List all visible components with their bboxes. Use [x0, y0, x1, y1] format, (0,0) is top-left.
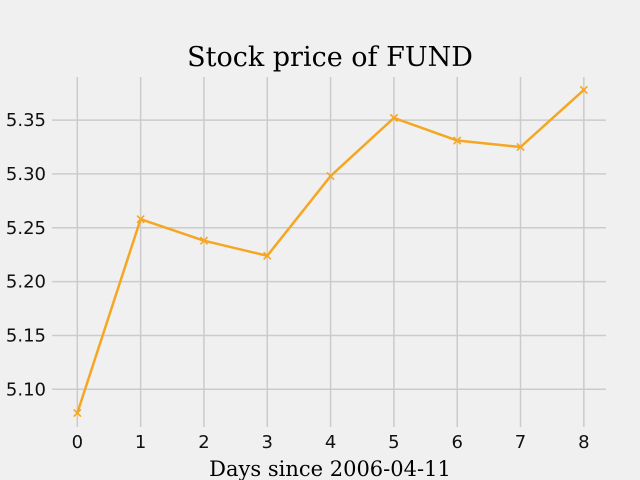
y-tick-label: 5.20: [6, 272, 46, 293]
x-tick-label: 7: [515, 432, 526, 453]
y-tick-label: 5.35: [6, 110, 46, 131]
data-point-marker: [389, 113, 399, 123]
x-tick-label: 0: [72, 432, 83, 453]
x-tick-label: 1: [135, 432, 146, 453]
chart-title: Stock price of FUND: [187, 42, 473, 73]
data-point-marker: [263, 251, 272, 260]
data-point-marker: [199, 236, 209, 245]
y-tick-label: 5.10: [6, 379, 46, 400]
x-axis-ticks: 0 1 2 3 4 5 6 7 8: [72, 432, 590, 453]
data-point-marker: [136, 214, 145, 224]
x-tick-label: 4: [325, 432, 336, 453]
y-axis-ticks: 5.10 5.15 5.20 5.25 5.30 5.35: [6, 110, 46, 400]
data-point-marker: [453, 136, 462, 145]
y-tick-label: 5.30: [6, 164, 46, 185]
x-tick-label: 6: [451, 432, 462, 453]
x-axis-label: Days since 2006-04-11: [209, 457, 451, 480]
data-point-marker: [579, 85, 589, 95]
plot-area: [73, 85, 589, 418]
y-tick-label: 5.25: [6, 218, 46, 239]
data-point-marker: [516, 142, 525, 152]
x-tick-label: 2: [198, 432, 209, 453]
y-tick-label: 5.15: [6, 325, 46, 346]
x-tick-label: 3: [262, 432, 273, 453]
x-tick-label: 5: [388, 432, 399, 453]
data-point-marker: [73, 408, 82, 418]
data-point-marker: [326, 171, 335, 181]
x-tick-label: 8: [578, 432, 589, 453]
